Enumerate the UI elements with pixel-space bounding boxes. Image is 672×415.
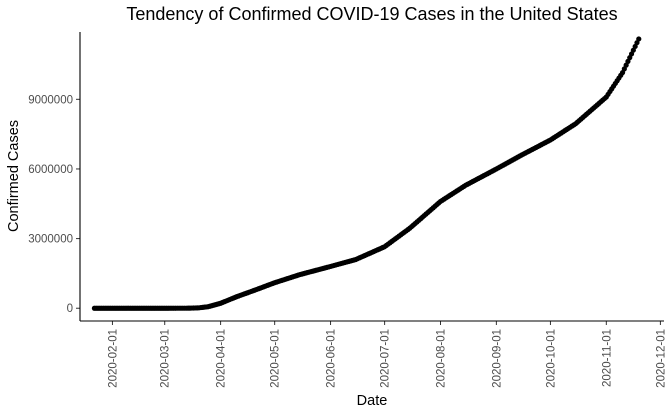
data-point — [636, 36, 642, 42]
x-tick-label: 2020-04-01 — [216, 329, 228, 388]
y-axis-ticks: 0 3000000 6000000 9000000 — [28, 94, 80, 315]
y-tick-label: 0 — [67, 303, 73, 315]
x-tick-label: 2020-08-01 — [435, 329, 447, 388]
x-axis-title: Date — [357, 393, 388, 409]
y-tick-label: 9000000 — [28, 94, 73, 106]
x-tick-label: 2020-05-01 — [270, 329, 282, 388]
x-tick-label: 2020-10-01 — [545, 329, 557, 388]
x-tick-label: 2020-02-01 — [107, 329, 119, 388]
x-axis-ticks: 2020-02-01 2020-03-01 2020-04-01 2020-05-01… — [107, 321, 667, 388]
x-tick-label: 2020-11-01 — [601, 329, 613, 387]
x-tick-label: 2020-06-01 — [326, 329, 338, 388]
chart-title: Tendency of Confirmed COVID-19 Cases in … — [126, 4, 617, 24]
y-tick-label: 6000000 — [28, 164, 73, 176]
x-tick-label: 2020-12-01 — [655, 329, 667, 388]
data-points — [91, 36, 642, 311]
y-tick-label: 3000000 — [28, 234, 73, 246]
x-tick-label: 2020-09-01 — [491, 329, 503, 388]
x-tick-label: 2020-03-01 — [160, 329, 172, 388]
x-tick-label: 2020-07-01 — [380, 329, 392, 388]
y-axis-title: Confirmed Cases — [6, 120, 22, 232]
